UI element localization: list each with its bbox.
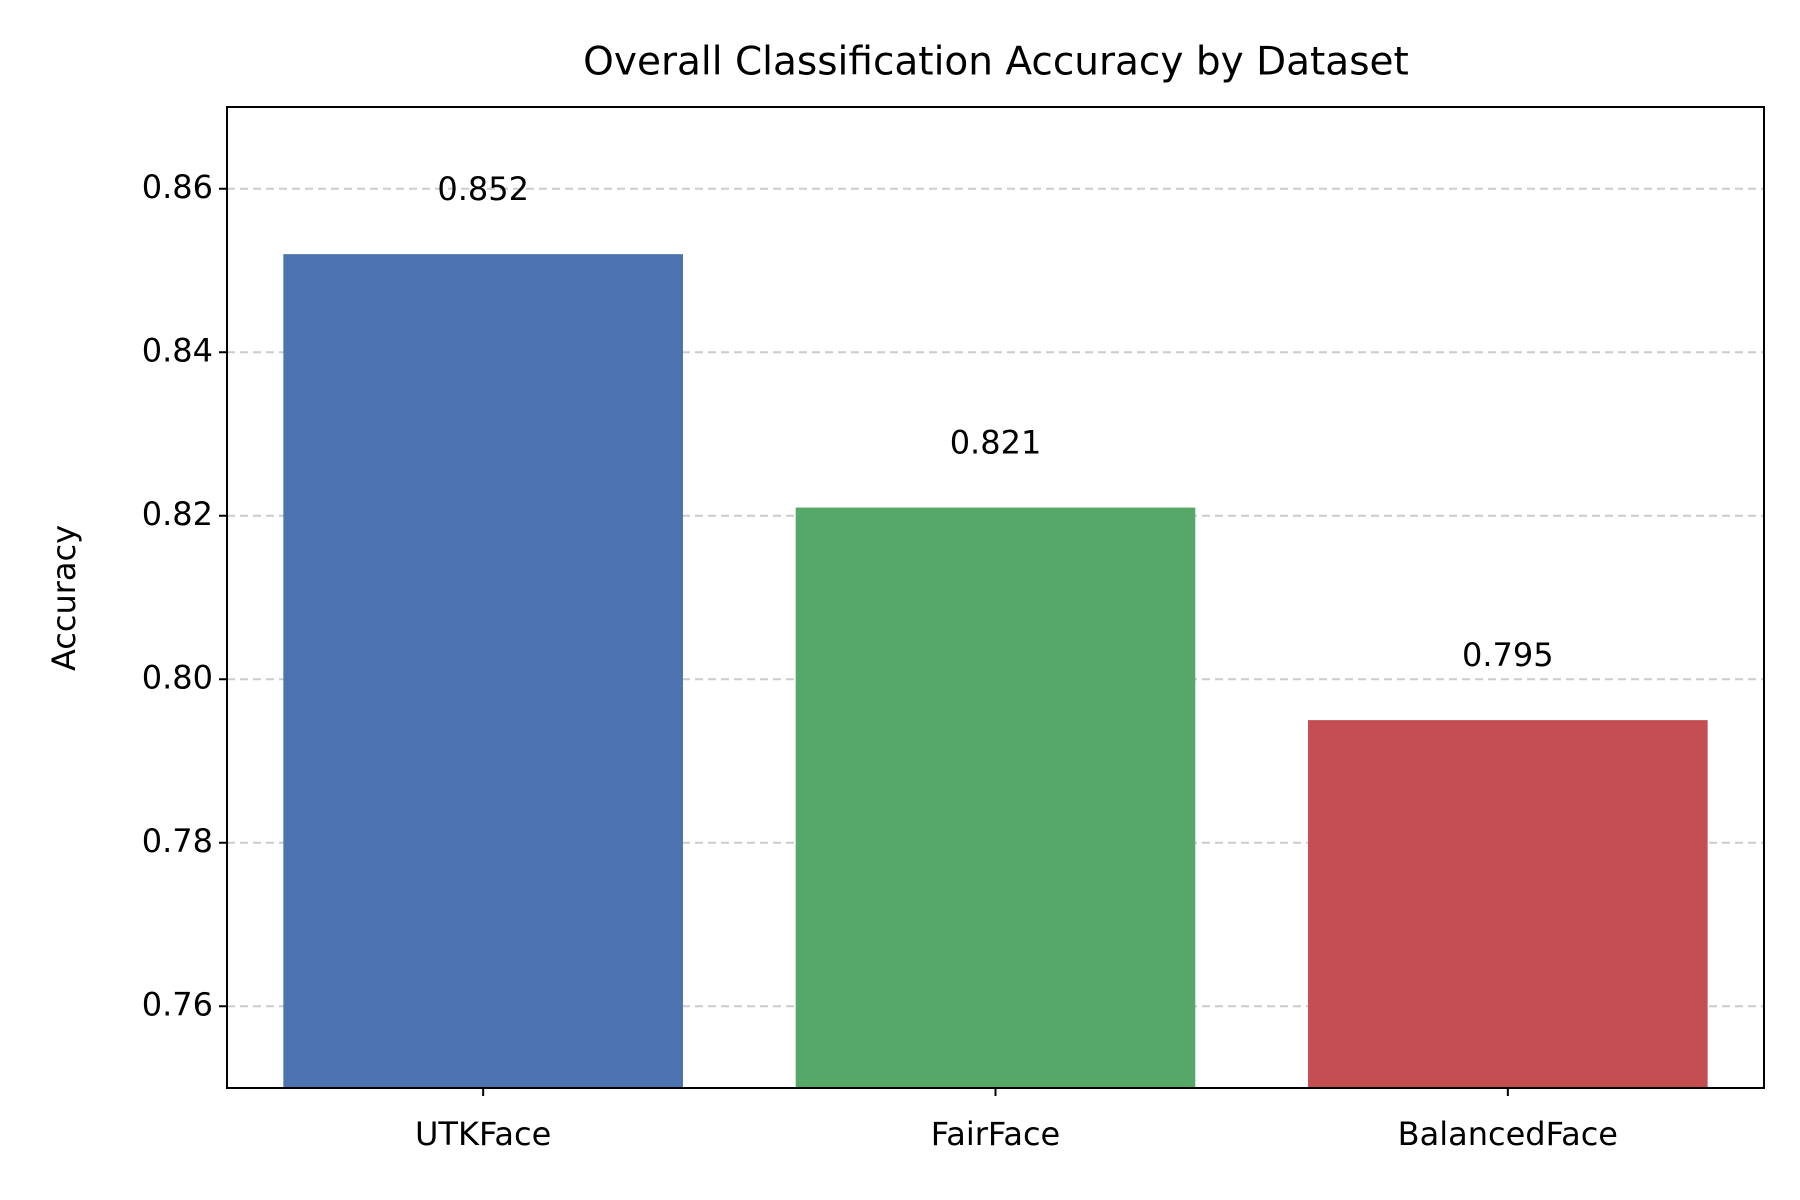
x-tick-label: FairFace [931,1115,1060,1153]
y-axis-label: Accuracy [45,525,83,671]
y-tick-label: 0.82 [142,495,213,533]
y-tick-label: 0.84 [142,331,213,369]
bar [283,254,683,1088]
value-label: 0.852 [437,170,529,208]
value-label: 0.795 [1462,636,1554,674]
bar [1308,720,1708,1088]
value-label: 0.821 [950,424,1042,462]
x-tick-label: UTKFace [415,1115,551,1153]
bar [795,507,1196,1088]
y-tick-label: 0.76 [142,985,213,1023]
x-tick-label: BalancedFace [1398,1115,1618,1153]
y-tick-label: 0.86 [142,168,213,206]
plot-frame [226,106,1765,1089]
y-tick-label: 0.78 [142,822,213,860]
chart-title: Overall Classification Accuracy by Datas… [583,40,1409,85]
y-tick-label: 0.80 [142,658,213,696]
